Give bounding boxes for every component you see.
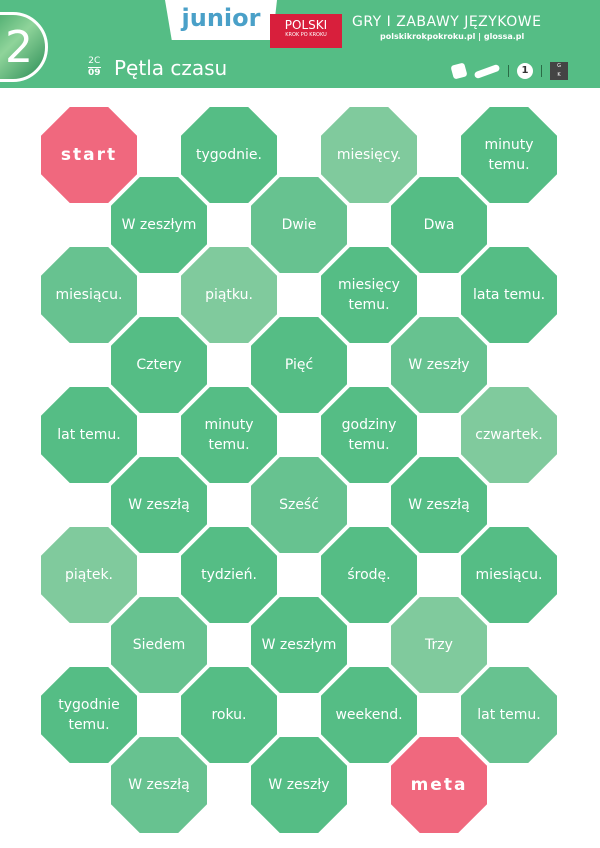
board-tile: W zeszłym [111,177,207,273]
board-tile: tydzień. [181,527,277,623]
board-tile: minuty temu. [461,107,557,203]
board-tile: W zeszły [391,317,487,413]
board-tile: miesiącu. [461,527,557,623]
polski-logo: POLSKI KROK PO KROKU [270,14,342,48]
level-badge: 2 [0,12,48,82]
divider [508,65,509,77]
logo-main: POLSKI [284,18,328,32]
code-bottom: 09 [88,67,101,78]
board-tile: W zeszłym [251,597,347,693]
board-tile: Sześć [251,457,347,553]
board-tile: minuty temu. [181,387,277,483]
players-count: 1 [517,63,533,79]
board-tile: Cztery [111,317,207,413]
board-tile: godziny temu. [321,387,417,483]
board-tile: piątku. [181,247,277,343]
board-tile: miesięcy. [321,107,417,203]
header: 2 junior POLSKI KROK PO KROKU GRY I ZABAW… [0,0,600,88]
board-tile: lata temu. [461,247,557,343]
board-tile: czwartek. [461,387,557,483]
board-tile: tygodnie. [181,107,277,203]
urls: polskikrokpokroku.pl | glossa.pl [380,32,525,41]
board-tile: W zeszłą [391,457,487,553]
logo-sub: KROK PO KROKU [285,32,327,38]
gk-bottom: K [557,72,561,78]
board-tile: W zeszłą [111,457,207,553]
series-title: GRY I ZABAWY JĘZYKOWE [352,14,542,30]
board-tile: weekend. [321,667,417,763]
board-tile: W zeszłą [111,737,207,833]
code-top: 2C [88,56,101,66]
board-tile: Trzy [391,597,487,693]
chalk-icon [473,63,501,79]
dice-icon [450,62,468,80]
board-tile: Dwie [251,177,347,273]
board-tile: Dwa [391,177,487,273]
page-title: Pętla czasu [114,56,228,80]
board-tile: piątek. [41,527,137,623]
board-tile: tygodnie temu. [41,667,137,763]
board-tile: środę. [321,527,417,623]
board-tile: lat temu. [461,667,557,763]
board-tile: lat temu. [41,387,137,483]
meta-tile: meta [391,737,487,833]
board-tile: roku. [181,667,277,763]
brand-logo: junior [165,0,277,40]
divider [541,65,542,77]
lesson-code: 2C 09 [88,56,101,79]
board-tile: miesiącu. [41,247,137,343]
board-tile: W zeszły [251,737,347,833]
gk-top: G [557,63,561,69]
board-tile: Siedem [111,597,207,693]
board-tile: Pięć [251,317,347,413]
board-tile: miesięcy temu. [321,247,417,343]
start-tile: start [41,107,137,203]
